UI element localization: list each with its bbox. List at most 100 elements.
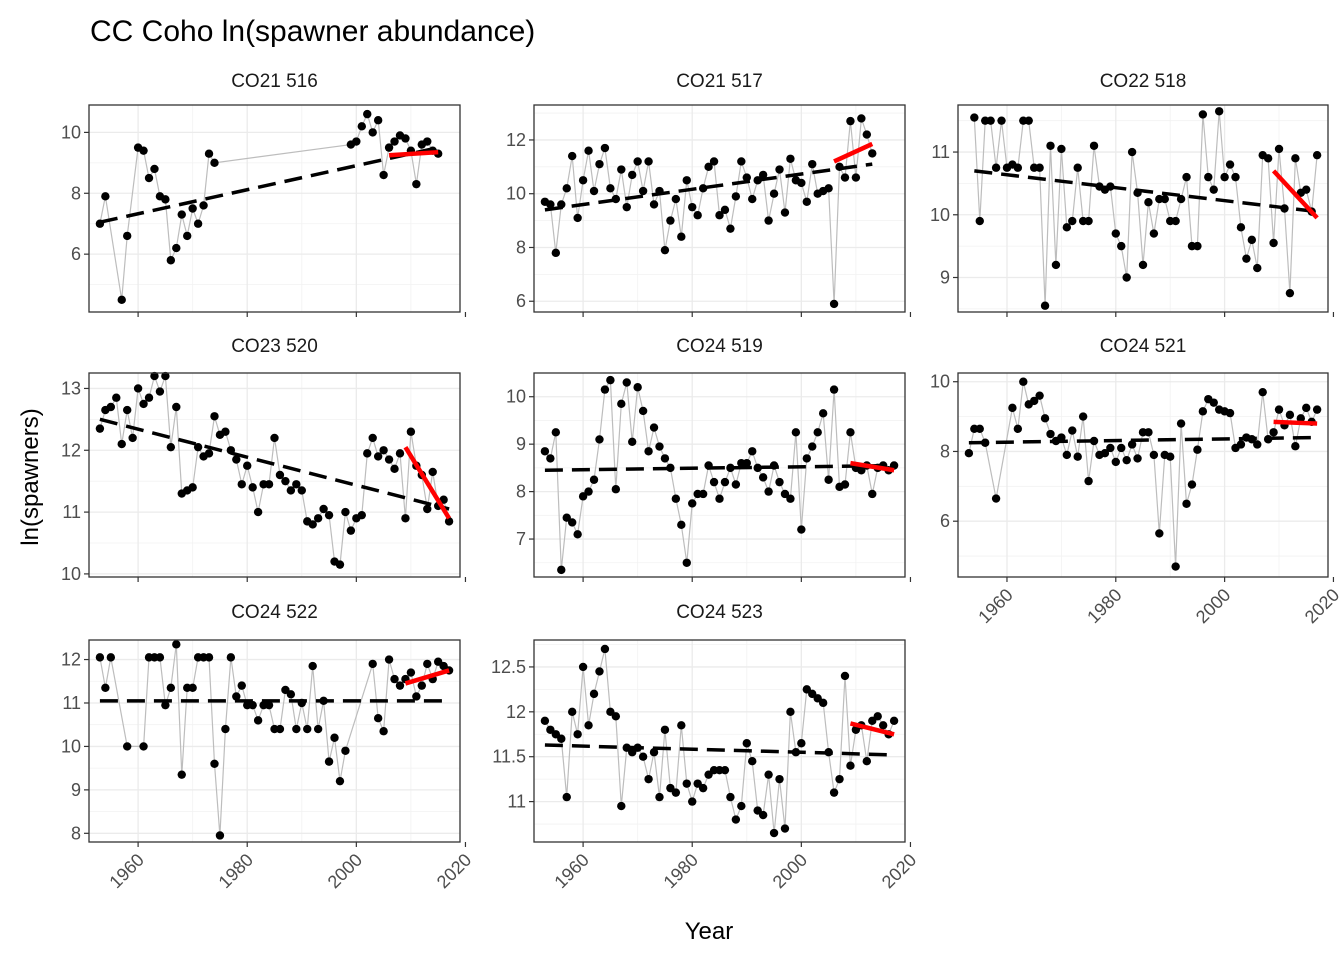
data-point bbox=[128, 433, 137, 443]
y-tick-label: 8 bbox=[940, 441, 950, 461]
data-point bbox=[1182, 172, 1191, 182]
data-point bbox=[363, 109, 372, 119]
data-point bbox=[829, 788, 839, 797]
data-point bbox=[649, 423, 659, 432]
data-point bbox=[975, 216, 984, 226]
data-point bbox=[970, 113, 979, 122]
data-point bbox=[1236, 440, 1246, 449]
y-tick-label: 12.5 bbox=[491, 657, 526, 677]
data-point bbox=[758, 170, 768, 180]
y-tick-label: 10 bbox=[506, 387, 526, 407]
trend-line-recent bbox=[849, 721, 895, 737]
data-point bbox=[406, 427, 416, 436]
data-point bbox=[1013, 424, 1023, 433]
y-tick-label: 6 bbox=[516, 291, 526, 311]
data-point bbox=[573, 530, 582, 539]
x-tick-label: 2020 bbox=[433, 850, 475, 892]
data-point bbox=[1302, 403, 1311, 413]
data-point bbox=[562, 792, 571, 802]
data-point bbox=[139, 399, 148, 409]
data-point bbox=[232, 692, 241, 701]
data-point bbox=[1263, 435, 1273, 444]
data-point bbox=[611, 712, 621, 721]
data-point bbox=[873, 712, 882, 721]
trend-line-recent bbox=[404, 668, 450, 686]
data-point bbox=[889, 716, 899, 725]
data-point bbox=[595, 159, 604, 169]
data-point bbox=[698, 184, 708, 193]
data-point bbox=[177, 210, 186, 219]
data-point bbox=[1013, 163, 1023, 172]
data-point bbox=[1182, 499, 1191, 508]
data-point bbox=[698, 489, 708, 499]
y-tick-label: 9 bbox=[71, 780, 81, 800]
data-point bbox=[1253, 440, 1262, 449]
data-point bbox=[275, 724, 285, 734]
data-point bbox=[622, 378, 631, 387]
data-point bbox=[1127, 147, 1137, 157]
data-point bbox=[1062, 223, 1072, 232]
data-point bbox=[1057, 144, 1066, 154]
data-point bbox=[964, 449, 974, 458]
data-point bbox=[357, 510, 366, 520]
panel-border bbox=[957, 372, 1329, 578]
data-point bbox=[204, 449, 214, 458]
data-point bbox=[155, 387, 165, 396]
data-point bbox=[1291, 154, 1300, 163]
chart-title: CC Coho ln(spawner abundance) bbox=[90, 15, 535, 48]
data-point bbox=[1269, 428, 1278, 437]
data-point bbox=[851, 173, 861, 182]
data-point bbox=[595, 435, 604, 444]
data-point bbox=[1247, 435, 1257, 444]
data-point bbox=[1062, 450, 1072, 460]
facet-panel: CO21 516 6 8 10 bbox=[61, 71, 467, 317]
data-point bbox=[660, 725, 670, 734]
data-point bbox=[253, 716, 263, 725]
data-point bbox=[557, 734, 566, 743]
data-point bbox=[188, 204, 197, 213]
data-point bbox=[1171, 562, 1180, 571]
data-point bbox=[715, 211, 724, 220]
data-point bbox=[666, 216, 675, 225]
data-point bbox=[671, 494, 681, 503]
y-tick-label: 8 bbox=[71, 823, 81, 843]
data-point bbox=[297, 486, 306, 495]
data-point bbox=[644, 447, 653, 456]
y-tick-label: 10 bbox=[61, 122, 81, 142]
data-point bbox=[1291, 442, 1300, 451]
data-point bbox=[1024, 116, 1033, 125]
data-point bbox=[330, 733, 339, 742]
x-tick-label: 2020 bbox=[1301, 585, 1343, 627]
data-point bbox=[682, 779, 691, 788]
data-point bbox=[567, 518, 577, 527]
y-tick-label: 7 bbox=[516, 529, 526, 549]
data-point bbox=[677, 232, 686, 241]
data-point bbox=[1269, 238, 1278, 248]
data-point bbox=[862, 130, 872, 139]
x-tick-label: 2020 bbox=[878, 850, 920, 892]
data-point bbox=[166, 256, 176, 265]
data-point bbox=[731, 815, 741, 824]
data-point bbox=[628, 437, 637, 446]
trend-line-recent bbox=[1271, 169, 1319, 220]
data-point bbox=[813, 428, 822, 437]
series-line bbox=[544, 378, 895, 570]
y-tick-label: 8 bbox=[516, 482, 526, 502]
panel-strip-label: CO24 522 bbox=[231, 602, 318, 623]
data-point bbox=[161, 371, 170, 381]
data-point bbox=[1160, 194, 1169, 204]
data-point bbox=[1068, 216, 1077, 226]
data-point bbox=[677, 520, 686, 530]
data-point bbox=[655, 792, 664, 802]
data-point bbox=[1220, 172, 1229, 182]
y-tick-label: 9 bbox=[516, 434, 526, 454]
data-point bbox=[1312, 150, 1322, 160]
data-point bbox=[1285, 410, 1295, 420]
data-point bbox=[101, 192, 110, 201]
data-point bbox=[997, 116, 1006, 125]
data-point bbox=[308, 661, 317, 671]
data-point bbox=[1214, 107, 1224, 116]
data-point bbox=[726, 224, 735, 233]
data-point bbox=[737, 157, 746, 166]
data-point bbox=[1312, 405, 1322, 414]
